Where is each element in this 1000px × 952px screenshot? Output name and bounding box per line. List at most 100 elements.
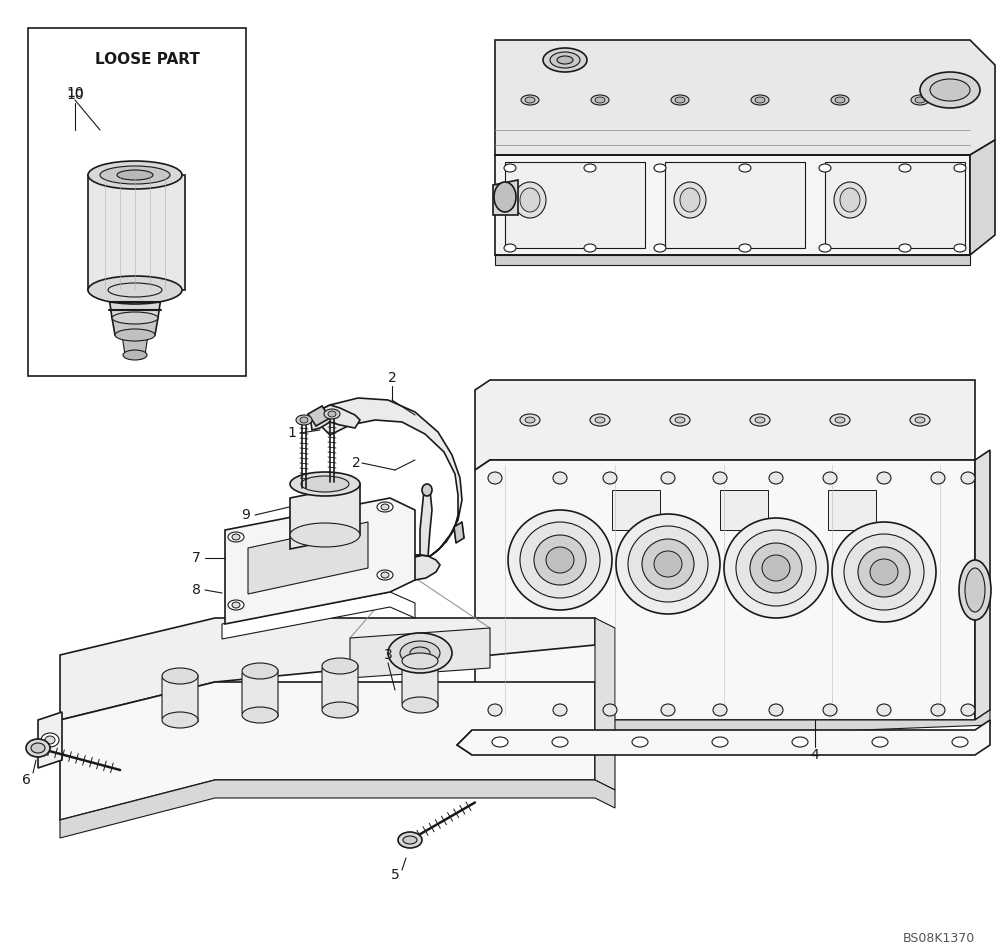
Ellipse shape [823,472,837,484]
Ellipse shape [954,164,966,172]
Polygon shape [248,522,368,594]
Ellipse shape [41,733,59,747]
Polygon shape [970,140,995,255]
Polygon shape [495,155,970,255]
Text: 6: 6 [22,773,30,787]
Ellipse shape [654,164,666,172]
Text: 4: 4 [811,748,819,762]
Ellipse shape [381,504,389,510]
Polygon shape [495,40,995,155]
Ellipse shape [557,56,573,64]
Ellipse shape [100,166,170,184]
Ellipse shape [553,472,567,484]
Ellipse shape [422,484,432,496]
Bar [28,28,246,376]
Ellipse shape [228,600,244,610]
Ellipse shape [877,704,891,716]
Polygon shape [322,665,358,712]
Polygon shape [475,710,990,745]
Ellipse shape [595,417,605,423]
Ellipse shape [961,472,975,484]
Polygon shape [310,398,462,568]
Ellipse shape [520,414,540,426]
Polygon shape [225,498,415,624]
Ellipse shape [769,704,783,716]
Polygon shape [612,490,660,530]
Ellipse shape [112,312,158,324]
Ellipse shape [642,539,694,589]
Ellipse shape [290,472,360,496]
Ellipse shape [750,414,770,426]
Ellipse shape [911,95,929,105]
Ellipse shape [525,417,535,423]
Ellipse shape [543,48,587,72]
Ellipse shape [402,697,438,713]
Polygon shape [495,255,970,265]
Ellipse shape [546,547,574,573]
Text: LOOSE PART: LOOSE PART [95,52,200,68]
Ellipse shape [322,702,358,718]
Ellipse shape [661,472,675,484]
Text: 2: 2 [352,456,360,470]
Ellipse shape [328,411,336,417]
Ellipse shape [661,704,675,716]
Ellipse shape [713,704,727,716]
Ellipse shape [508,510,612,610]
Ellipse shape [915,97,925,103]
Polygon shape [720,490,768,530]
Ellipse shape [162,668,198,684]
Ellipse shape [504,164,516,172]
Ellipse shape [751,95,769,105]
Ellipse shape [670,414,690,426]
Polygon shape [828,490,876,530]
Ellipse shape [322,658,358,674]
Polygon shape [222,592,415,639]
Ellipse shape [402,653,438,669]
Ellipse shape [400,641,440,665]
Ellipse shape [300,417,308,423]
Ellipse shape [88,276,182,304]
Polygon shape [290,484,360,549]
Polygon shape [308,406,330,426]
Ellipse shape [674,182,706,218]
Ellipse shape [162,712,198,728]
Polygon shape [493,180,518,215]
Ellipse shape [628,526,708,602]
Ellipse shape [521,95,539,105]
Polygon shape [595,618,615,790]
Polygon shape [112,318,158,335]
Ellipse shape [123,350,147,360]
Polygon shape [60,780,615,838]
Ellipse shape [750,543,802,593]
Ellipse shape [492,737,508,747]
Ellipse shape [553,704,567,716]
Ellipse shape [739,164,751,172]
Ellipse shape [514,182,546,218]
Ellipse shape [965,568,985,612]
Ellipse shape [961,704,975,716]
Text: 8: 8 [192,583,200,597]
Ellipse shape [117,170,153,180]
Ellipse shape [755,417,765,423]
Polygon shape [402,660,438,707]
Ellipse shape [819,164,831,172]
Ellipse shape [915,417,925,423]
Polygon shape [310,405,360,430]
Polygon shape [408,490,432,558]
Ellipse shape [872,737,888,747]
Ellipse shape [242,707,278,723]
Ellipse shape [494,182,516,212]
Ellipse shape [654,551,682,577]
Ellipse shape [910,414,930,426]
Ellipse shape [296,415,312,425]
Ellipse shape [603,472,617,484]
Ellipse shape [301,476,349,492]
Ellipse shape [88,161,182,189]
Ellipse shape [724,518,828,618]
Ellipse shape [31,743,45,753]
Ellipse shape [899,164,911,172]
Polygon shape [38,712,62,768]
Ellipse shape [835,97,845,103]
Ellipse shape [377,570,393,580]
Ellipse shape [108,283,162,297]
